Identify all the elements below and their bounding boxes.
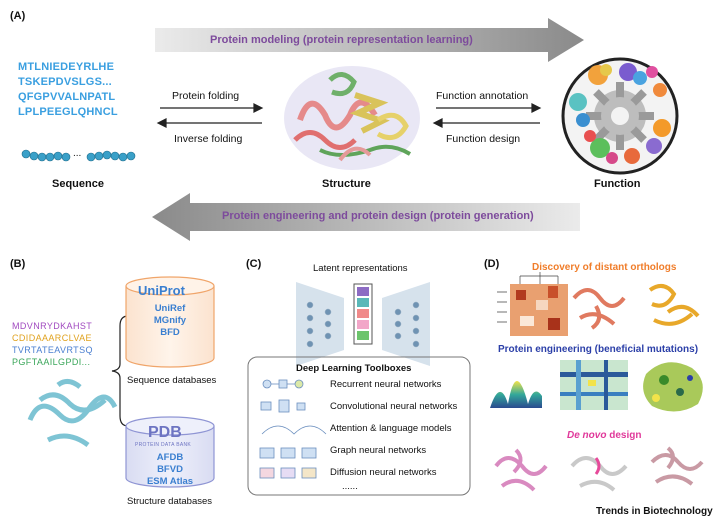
toolbox-item: Convolutional neural networks xyxy=(330,401,458,412)
db-item: AFDB xyxy=(156,452,184,463)
denovo-structure-grey-image xyxy=(570,456,628,492)
inverse-folding-label: Inverse folding xyxy=(174,133,243,145)
sequence-beads-icon xyxy=(21,149,136,162)
sequence-text: MTLNIEDEYRLHE TSKEPDVSLGS... QFGPVVALNPA… xyxy=(18,60,118,120)
journal-footer: Trends in Biotechnology xyxy=(596,506,713,517)
toolbox-item: Attention & language models xyxy=(330,423,452,434)
db-item: BFD xyxy=(160,327,180,338)
msa-line: PGFTAAILGPDI... xyxy=(12,357,91,367)
database-bracket xyxy=(111,315,129,427)
engineering-arrow-label: Protein engineering and protein design (… xyxy=(222,210,534,222)
denovo-rest: design xyxy=(606,430,642,441)
modeling-arrow xyxy=(155,18,584,62)
msa-text: MDVNRYDKAHST CDIDAAARCLVAE TVRTATEAVRTSQ… xyxy=(12,320,93,368)
function-annotation-label: Function annotation xyxy=(436,90,529,102)
sequence-db-caption: Sequence databases xyxy=(127,375,217,386)
protein-structure-image xyxy=(284,66,420,170)
latent-label: Latent representations xyxy=(313,263,408,274)
protein-folding-label: Protein folding xyxy=(172,90,240,102)
toolbox-item: Graph neural networks xyxy=(330,445,427,456)
folding-arrows-icon xyxy=(156,103,542,128)
db-item: UniRef xyxy=(154,303,186,314)
function-design-label: Function design xyxy=(446,133,521,145)
structure-db-list: AFDB BFVD ESM Atlas xyxy=(126,452,214,488)
autoencoder-diagram xyxy=(296,282,430,366)
ortholog-structure-yellow-image xyxy=(648,283,700,326)
uniprot-logo: UniProt xyxy=(138,283,185,298)
sequence-db-cylinder xyxy=(125,276,215,368)
toolbox-item: Diffusion neural networks xyxy=(330,467,437,478)
db-item: ESM Atlas xyxy=(146,476,194,487)
fitness-landscape-image xyxy=(490,381,542,408)
sequence-line: TSKEPDVSLGS... xyxy=(18,76,112,88)
pdb-sub: PROTEIN DATA BANK xyxy=(135,442,192,448)
structure-db-cylinder xyxy=(125,416,215,488)
panel-d-label: (D) xyxy=(484,258,500,270)
toolbox-icons xyxy=(259,379,327,479)
ortholog-heatmap-image xyxy=(497,272,568,336)
denovo-title: De novo design xyxy=(567,430,641,441)
structure-db-caption: Structure databases xyxy=(127,496,213,507)
msa-line: MDVNRYDKAHST xyxy=(12,321,93,331)
structure-label: Structure xyxy=(322,178,371,190)
engineered-surface-image xyxy=(643,362,703,412)
modeling-arrow-label: Protein modeling (protein representation… xyxy=(210,34,473,46)
sequence-line: LPLPEEGLQHNCL xyxy=(18,106,118,118)
orthologs-title: Discovery of distant orthologs xyxy=(532,262,677,273)
db-item: BFVD xyxy=(157,464,183,475)
sequence-line: MTLNIEDEYRLHE xyxy=(18,61,115,73)
toolbox-title: Deep Learning Toolboxes xyxy=(296,363,412,374)
sequence-line: QFGPVVALNPATL xyxy=(18,91,116,103)
denovo-structure-mauve-image xyxy=(650,446,704,486)
mutation-heatmap-image xyxy=(560,360,628,410)
msa-line: TVRTATEAVRTSQ xyxy=(12,345,93,355)
panel-a-label: (A) xyxy=(10,10,26,22)
sequence-label: Sequence xyxy=(52,178,104,190)
toolbox-item: Recurrent neural networks xyxy=(330,379,442,390)
ortholog-structure-pink-image xyxy=(572,288,626,330)
toolbox-more: ...... xyxy=(342,481,358,492)
denovo-structure-pink-image xyxy=(494,448,548,492)
function-wheel-image xyxy=(561,57,679,175)
denovo-italic: De novo xyxy=(567,430,607,441)
panel-b-label: (B) xyxy=(10,258,26,270)
engineering-arrow xyxy=(152,193,580,241)
sequence-db-list: UniRef MGnify BFD xyxy=(126,303,214,339)
engineering-title: Protein engineering (beneficial mutation… xyxy=(498,344,699,355)
db-item: MGnify xyxy=(153,315,187,326)
toolbox-frame xyxy=(247,356,471,496)
panel-b-structure-image xyxy=(27,379,118,448)
msa-line: CDIDAAARCLVAE xyxy=(12,333,92,343)
panel-c-label: (C) xyxy=(246,258,262,270)
sequence-ellipsis: ... xyxy=(73,148,82,159)
pdb-logo: PDB xyxy=(148,424,182,441)
function-label: Function xyxy=(594,178,641,190)
